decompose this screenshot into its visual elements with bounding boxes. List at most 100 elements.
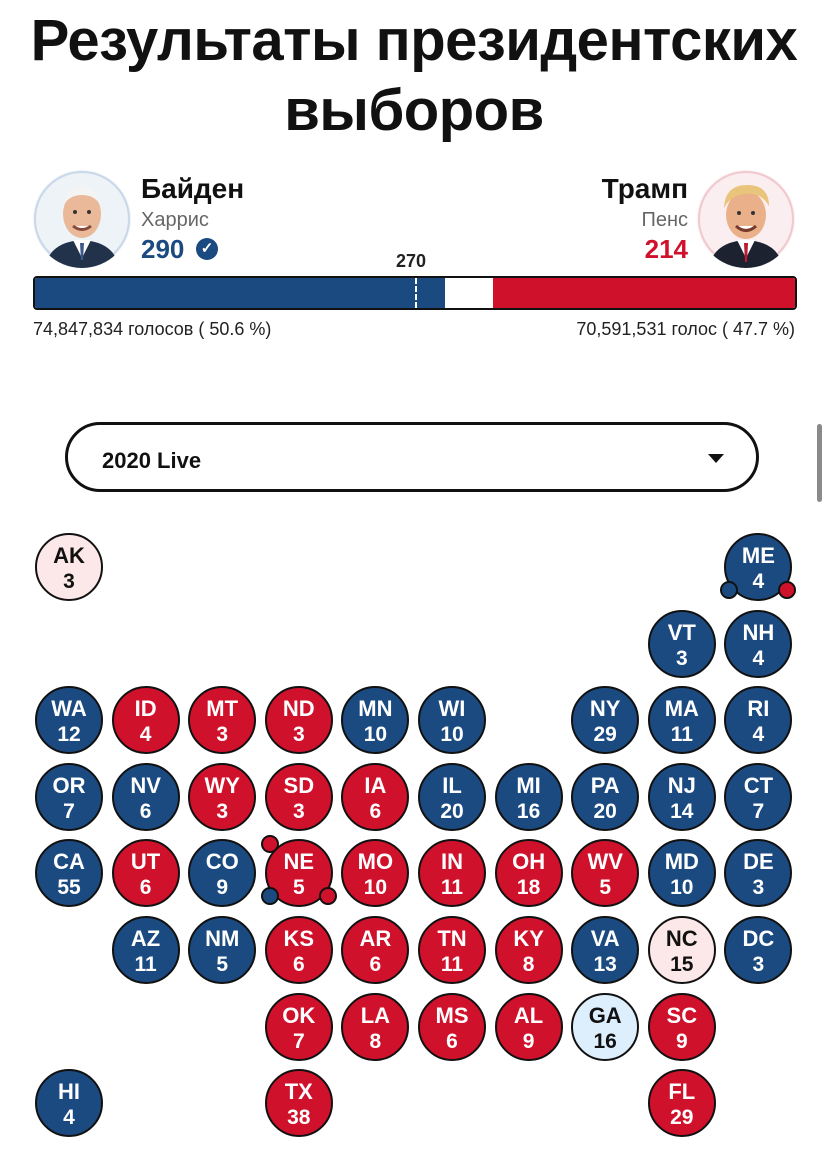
state-tile-il[interactable]: IL 20 [418,762,486,831]
state-tile-mt[interactable]: MT 3 [188,686,257,755]
state-tile-ny[interactable]: NY 29 [571,686,640,755]
state-tile-oh[interactable]: OH 18 [494,839,563,908]
state-tile-ok[interactable]: OK 7 [264,992,333,1061]
state-abbr: WY [204,772,240,798]
state-electoral-votes: 8 [369,1029,382,1053]
state-tile-pa[interactable]: PA 20 [571,762,640,831]
state-tile-vt[interactable]: VT 3 [647,609,716,678]
state-tile-mi[interactable]: MI 16 [494,762,563,831]
state-tile-ky[interactable]: KY 8 [494,916,563,984]
state-abbr: ME [741,543,775,568]
state-tile-fl[interactable]: FL 29 [647,1069,716,1138]
threshold-marker [415,278,418,308]
state-electoral-votes: 4 [752,570,765,593]
election-year-select[interactable]: 2020 Live [65,422,759,492]
state-abbr: PA [590,772,620,798]
state-tile-tn[interactable]: TN 11 [418,916,486,984]
rep-popular-votes: 70,591,531 голос ( 47.7 %) [576,319,795,339]
state-tile-in[interactable]: IN 11 [418,839,486,908]
state-electoral-votes: 7 [63,799,75,823]
state-abbr: NM [205,926,240,951]
state-abbr: OH [512,849,546,875]
state-tile-wi[interactable]: WI 10 [418,686,486,755]
state-abbr: MD [664,849,699,875]
rep-candidate-name: Трамп [601,173,688,204]
state-tile-nc[interactable]: NC 15 [647,916,716,984]
state-abbr: SC [666,1002,698,1028]
selected-election: 2020 Live [102,448,202,473]
state-electoral-votes: 20 [593,799,617,823]
state-tile-ct[interactable]: CT 7 [724,762,793,831]
district-dot-ne[interactable] [318,887,337,906]
state-tile-ca[interactable]: CA 55 [35,839,103,908]
state-electoral-votes: 10 [440,723,464,747]
state-tile-mn[interactable]: MN 10 [341,686,410,755]
state-abbr: TX [284,1079,313,1105]
state-tile-ma[interactable]: MA 11 [647,686,716,755]
state-tile-nm[interactable]: NM 5 [188,916,257,984]
state-abbr: ND [282,696,315,722]
state-tile-az[interactable]: AZ 11 [111,916,180,984]
state-tile-wy[interactable]: WY 3 [188,762,257,831]
state-tile-ut[interactable]: UT 6 [111,839,180,908]
state-tile-de[interactable]: DE 3 [724,839,793,908]
state-tile-dc[interactable]: DC 3 [724,916,793,984]
state-tile-va[interactable]: VA 13 [571,916,640,984]
state-tile-me[interactable]: ME 4 [724,533,793,601]
chevron-down-icon [708,454,724,463]
state-tile-or[interactable]: OR 7 [35,762,103,831]
rep-running-mate: Пенс [641,209,688,231]
state-tile-md[interactable]: MD 10 [647,839,716,908]
state-tile-nv[interactable]: NV 6 [111,762,180,831]
state-abbr: HI [58,1079,80,1105]
state-electoral-votes: 9 [216,876,229,900]
state-tile-ar[interactable]: AR 6 [341,916,410,984]
state-abbr: NC [665,926,698,951]
state-tile-al[interactable]: AL 9 [494,992,563,1061]
scrollbar[interactable] [817,424,822,502]
district-dot-ne[interactable] [260,887,279,906]
state-tile-la[interactable]: LA 8 [341,992,410,1061]
state-abbr: NJ [667,772,696,798]
state-tile-nd[interactable]: ND 3 [264,686,333,755]
state-abbr: AZ [130,926,161,951]
state-electoral-votes: 11 [440,876,464,900]
state-tile-nh[interactable]: NH 4 [724,609,793,678]
district-dot-me[interactable] [778,581,797,599]
district-dot-me[interactable] [720,581,739,599]
state-abbr: MA [664,696,699,722]
district-dot-ne[interactable] [260,835,279,854]
state-tile-wa[interactable]: WA 12 [35,686,103,755]
state-abbr: GA [588,1002,622,1028]
state-electoral-votes: 5 [599,876,612,900]
state-tile-ri[interactable]: RI 4 [724,686,793,755]
state-tile-ks[interactable]: KS 6 [264,916,333,984]
state-electoral-votes: 5 [292,876,305,900]
state-tile-nj[interactable]: NJ 14 [647,762,716,831]
state-electoral-votes: 9 [675,1029,688,1053]
winner-check-icon: ✓ [196,238,218,260]
state-tile-wv[interactable]: WV 5 [571,839,640,908]
state-abbr: SD [283,772,315,798]
state-abbr: KY [513,926,544,951]
state-tile-sc[interactable]: SC 9 [647,992,716,1061]
state-tile-sd[interactable]: SD 3 [264,762,333,831]
state-tile-id[interactable]: ID 4 [111,686,180,755]
state-tile-hi[interactable]: HI 4 [35,1069,103,1138]
state-tile-ms[interactable]: MS 6 [418,992,486,1061]
state-abbr: DC [742,926,775,951]
state-tile-mo[interactable]: MO 10 [341,839,410,908]
state-tile-ga[interactable]: GA 16 [571,992,640,1061]
state-abbr: MS [435,1002,469,1028]
state-tile-tx[interactable]: TX 38 [264,1069,333,1138]
state-electoral-votes: 29 [670,1106,694,1130]
state-electoral-votes: 16 [516,799,541,823]
state-electoral-votes: 3 [292,799,305,823]
state-abbr: NE [283,849,315,875]
state-tile-co[interactable]: CO 9 [188,839,257,908]
state-tile-ia[interactable]: IA 6 [341,762,410,831]
state-abbr: DE [743,849,774,875]
state-abbr: NH [742,619,775,645]
state-tile-ak[interactable]: AK 3 [35,533,103,601]
state-electoral-votes: 5 [216,953,229,976]
